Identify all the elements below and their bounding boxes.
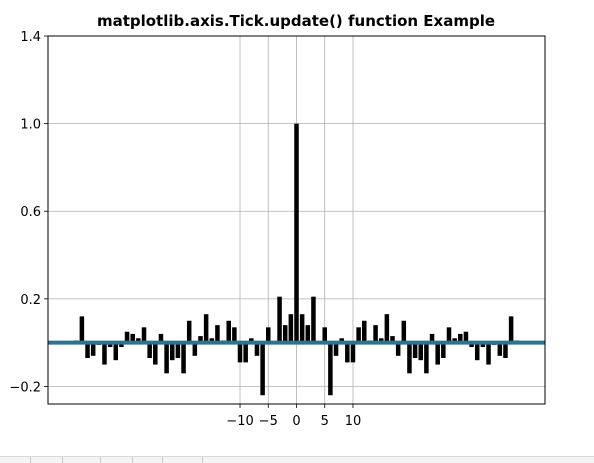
bar <box>441 342 446 358</box>
bar <box>401 320 407 343</box>
bar <box>141 327 147 343</box>
bar <box>412 342 418 358</box>
bar <box>249 338 254 343</box>
x-tick-label: −10 <box>226 414 253 429</box>
bar <box>458 333 463 343</box>
bar <box>175 342 181 358</box>
bar <box>328 342 333 396</box>
bar <box>158 333 164 343</box>
bar <box>311 296 316 343</box>
bar <box>395 342 401 356</box>
bar <box>452 338 457 343</box>
bar <box>277 296 282 343</box>
x-tick-label: 0 <box>292 414 300 429</box>
toolbar-strip <box>0 456 594 463</box>
bar <box>446 327 452 343</box>
bar <box>350 342 356 363</box>
bar <box>333 342 339 356</box>
bar <box>136 338 141 343</box>
bar <box>153 342 158 365</box>
y-tick-label: 0.6 <box>20 205 41 220</box>
bar <box>102 342 107 365</box>
bar <box>282 325 288 343</box>
bar <box>480 342 486 348</box>
bar <box>469 342 474 348</box>
bar <box>435 342 440 365</box>
bar <box>198 336 203 343</box>
y-tick-label: −0.2 <box>9 380 41 395</box>
bar <box>429 333 435 343</box>
bar <box>164 342 169 374</box>
bar <box>243 342 248 363</box>
bar <box>503 342 508 358</box>
bar <box>119 342 124 348</box>
bar <box>192 342 198 356</box>
bar <box>407 342 412 374</box>
bar <box>424 342 429 374</box>
bar-series <box>73 123 520 396</box>
chart-title: matplotlib.axis.Tick.update() function E… <box>97 12 495 30</box>
bar <box>226 320 231 343</box>
bar <box>266 327 271 343</box>
bar <box>288 314 294 343</box>
axis-ticks: −10 −5 0 5 10 −0.2 0.2 0.6 1.0 1.4 <box>9 30 361 429</box>
bar <box>463 331 469 343</box>
x-tick-label: 10 <box>345 414 362 429</box>
bar <box>147 342 152 358</box>
bar <box>384 314 390 343</box>
bar <box>474 342 480 361</box>
bar <box>181 342 186 374</box>
bar <box>339 338 344 343</box>
bar <box>362 320 367 343</box>
bar <box>113 342 119 361</box>
bar <box>497 342 503 356</box>
bar <box>260 342 265 396</box>
bar <box>186 320 192 343</box>
bar <box>390 336 395 343</box>
bar <box>130 333 135 343</box>
x-tick-label: 5 <box>321 414 329 429</box>
bar <box>322 327 327 343</box>
bar <box>305 325 311 343</box>
bar <box>299 314 305 343</box>
bar <box>90 342 96 356</box>
bar <box>203 314 209 343</box>
bar <box>345 342 350 363</box>
bar <box>254 342 260 356</box>
x-tick-label: −5 <box>259 414 278 429</box>
bar <box>79 316 85 343</box>
bar <box>508 316 514 343</box>
bar <box>378 338 384 343</box>
bar <box>418 342 424 361</box>
y-tick-label: 0.2 <box>20 293 41 308</box>
bar <box>124 331 130 343</box>
bar <box>356 327 361 343</box>
bar <box>85 342 90 358</box>
bar <box>107 342 113 348</box>
bar <box>486 342 491 365</box>
bar <box>169 342 175 361</box>
y-tick-label: 1.0 <box>20 118 41 133</box>
bar <box>209 338 215 343</box>
bar <box>237 342 243 363</box>
bar <box>215 325 220 343</box>
bar <box>294 123 299 343</box>
bar <box>232 327 237 343</box>
y-tick-label: 1.4 <box>20 30 41 45</box>
bar <box>373 325 378 343</box>
